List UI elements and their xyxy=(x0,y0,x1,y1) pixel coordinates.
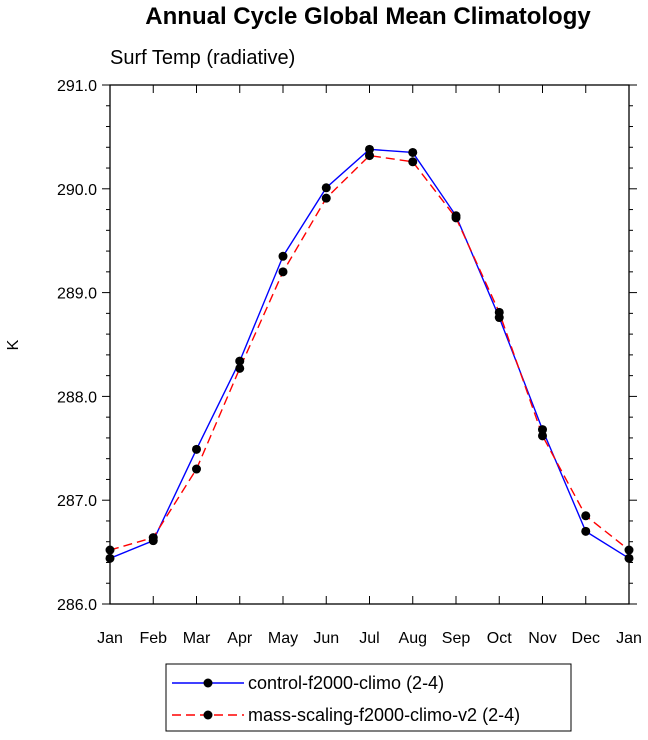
legend-label-mass-scaling: mass-scaling-f2000-climo-v2 (2-4) xyxy=(248,705,520,725)
x-tick-label: Sep xyxy=(442,630,471,647)
chart-title: Annual Cycle Global Mean Climatology xyxy=(145,3,591,30)
x-tick-label: Mar xyxy=(183,630,211,647)
legend-marker-control xyxy=(203,678,213,688)
legend-marker-mass-scaling xyxy=(203,710,213,720)
y-tick-label: 291.0 xyxy=(57,78,97,95)
x-tick-label: May xyxy=(268,630,298,647)
x-tick-label: Nov xyxy=(528,630,556,647)
series-0-point xyxy=(192,444,201,454)
x-tick-label: Oct xyxy=(487,630,512,647)
chart-subtitle: Surf Temp (radiative) xyxy=(110,47,295,69)
series-1-point xyxy=(321,193,331,203)
series-0-point xyxy=(408,147,418,157)
series-1-point xyxy=(451,213,461,223)
series-line-0 xyxy=(109,148,630,559)
x-tick-label: Jan xyxy=(97,630,123,647)
x-tick-label: Aug xyxy=(399,630,427,647)
series-0-point xyxy=(321,183,331,193)
y-tick-label: 287.0 xyxy=(57,493,97,510)
y-tick-label: 286.0 xyxy=(57,597,97,614)
x-tick-label: Jun xyxy=(313,630,339,647)
x-tick-label: Apr xyxy=(227,630,253,647)
y-tick-label: 289.0 xyxy=(57,286,97,303)
series-0-point xyxy=(581,526,591,536)
x-tick-label: Dec xyxy=(572,630,600,647)
legend-label-control: control-f2000-climo (2-4) xyxy=(248,673,444,693)
y-tick-label: 288.0 xyxy=(57,389,97,406)
series-layer xyxy=(105,144,634,563)
series-0-point xyxy=(278,251,288,261)
axis-ticks: 286.0 287.0 288.0 289.0 290.0 291.0 Jan Feb Mar A… xyxy=(57,78,642,647)
series-1-point xyxy=(278,267,288,277)
series-1-point xyxy=(581,511,591,521)
y-axis-label: K xyxy=(5,339,22,350)
series-line-1 xyxy=(109,154,630,551)
series-1-point xyxy=(494,307,504,317)
series-1-point xyxy=(235,363,245,373)
legend: control-f2000-climo (2-4) mass-scaling-f… xyxy=(165,663,572,732)
series-0-point xyxy=(538,425,547,435)
y-tick-label: 290.0 xyxy=(57,182,97,199)
plot-frame xyxy=(109,84,630,605)
x-tick-label: Feb xyxy=(139,630,167,647)
series-1-point xyxy=(365,151,374,161)
series-1-point xyxy=(148,533,158,543)
series-1-point xyxy=(408,157,418,167)
x-tick-label: Jan xyxy=(616,630,642,647)
series-1-point xyxy=(192,464,201,474)
series-0-point xyxy=(365,144,374,154)
x-tick-label: Jul xyxy=(359,630,379,647)
legend-box xyxy=(165,663,572,732)
series-0-point xyxy=(235,356,245,366)
series-1-point xyxy=(538,431,547,441)
